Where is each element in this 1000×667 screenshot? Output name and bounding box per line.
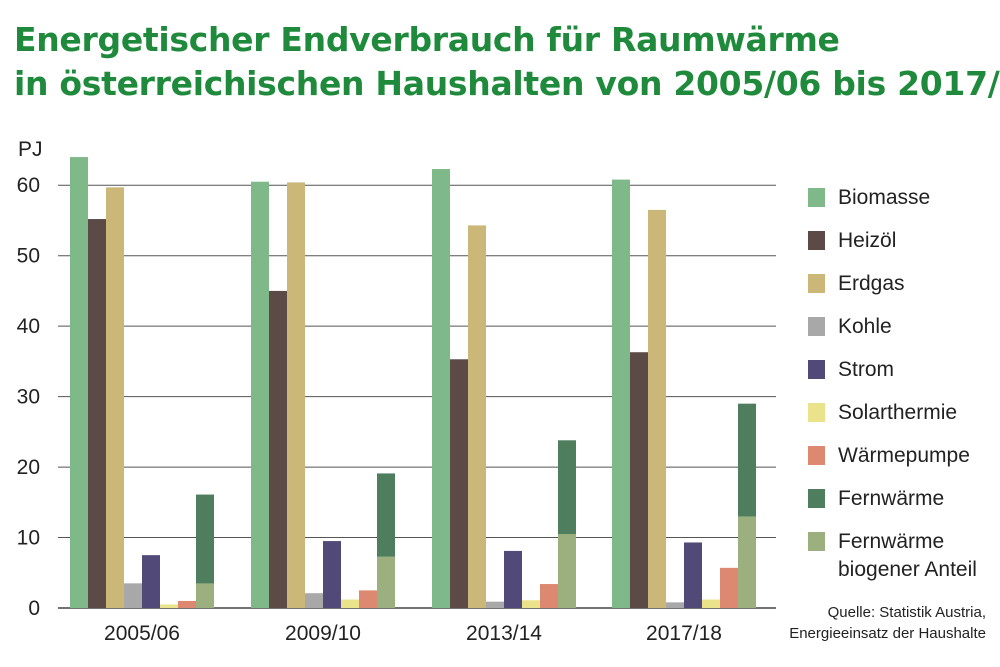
bar-heizöl-2005-06 [88,219,106,608]
bar-strom-2009-10 [323,541,341,608]
bar-wärmepumpe-2017-18 [720,567,738,608]
y-tick-label: 10 [17,527,40,550]
y-axis-ticks: 0 10 20 30 40 50 60 [17,174,40,620]
source-note: Quelle: Statistik Austria, Energieeinsat… [789,602,986,644]
bar-kohle-2009-10 [305,593,323,608]
x-tick-label: 2013/14 [466,622,542,645]
bar-fernwärme-2005-06 [196,494,214,608]
legend-label: Fernwärme biogener Anteil [838,530,977,581]
legend-label: Erdgas [838,272,905,295]
bar-heizöl-2013-14 [450,359,468,608]
legend-swatch [808,446,825,465]
legend-swatch [808,231,825,250]
legend-swatch [808,317,825,336]
bar-heizöl-2009-10 [269,290,287,608]
x-tick-label: 2005/06 [104,622,180,645]
chart-title-line-2: in österreichischen Haushalten von 2005/… [14,64,1000,103]
bar-strom-2017-18 [684,542,702,608]
legend-label: Biomasse [838,186,931,209]
legend-swatch [808,274,825,293]
legend-label: Fernwärme [838,487,945,510]
y-tick-label: 20 [17,456,40,479]
y-tick-label: 30 [17,386,40,409]
legend-swatch [808,403,825,422]
bar-erdgas-2013-14 [468,225,486,608]
bar-fernwaerme-biogener-anteil-2005-06 [196,583,214,608]
legend-label: Heizöl [838,229,897,252]
y-axis-unit-label: PJ [18,138,43,161]
bar-fernwaerme-biogener-anteil-2017-18 [738,516,756,608]
bar-wärmepumpe-2009-10 [359,590,377,608]
bar-biomasse-2013-14 [432,169,450,609]
legend-label: Solarthermie [838,401,958,424]
bar-erdgas-2009-10 [287,182,305,609]
bar-biomasse-2009-10 [251,181,269,608]
x-tick-label: 2009/10 [285,622,361,645]
bar-wärmepumpe-2013-14 [540,584,558,608]
bar-strom-2005-06 [142,555,160,608]
chart-title: Energetischer Endverbrauch für Raumwärme… [14,18,1000,106]
grid-lines [58,184,776,609]
legend-label: Wärmepumpe [838,444,970,467]
bar-kohle-2005-06 [124,583,142,608]
bar-biomasse-2017-18 [612,179,630,608]
y-tick-label: 60 [17,174,40,197]
legend-label: Kohle [838,315,892,338]
legend-label: Strom [838,358,895,381]
y-tick-label: 0 [28,597,40,620]
y-tick-label: 40 [17,315,40,338]
x-axis-ticks: 2005/06 2009/10 2013/14 2017/18 [104,622,722,645]
bar-solarthermie-2017-18 [702,599,720,608]
x-tick-label: 2017/18 [646,622,722,645]
bar-solarthermie-2013-14 [522,600,540,608]
legend-swatch [808,188,825,207]
source-line-1: Quelle: Statistik Austria, [827,604,986,621]
bar-fernwaerme-biogener-anteil-2009-10 [377,556,395,608]
bar-erdgas-2005-06 [106,187,124,609]
legend-swatch [808,489,825,508]
bar-solarthermie-2005-06 [160,604,178,608]
chart-title-line-1: Energetischer Endverbrauch für Raumwärme [14,20,840,59]
bar-wärmepumpe-2005-06 [178,600,196,608]
bars [70,157,756,609]
bar-heizöl-2017-18 [630,352,648,608]
legend-swatch [808,532,825,551]
bar-kohle-2017-18 [666,602,684,608]
bar-erdgas-2017-18 [648,209,666,608]
bar-strom-2013-14 [504,550,522,608]
source-line-2: Energieeinsatz der Haushalte [789,625,986,642]
bar-solarthermie-2009-10 [341,599,359,608]
bar-fernwaerme-biogener-anteil-2013-14 [558,534,576,608]
bar-kohle-2013-14 [486,601,504,608]
bar-biomasse-2005-06 [70,157,88,609]
legend-swatch [808,360,825,379]
y-tick-label: 50 [17,245,40,268]
